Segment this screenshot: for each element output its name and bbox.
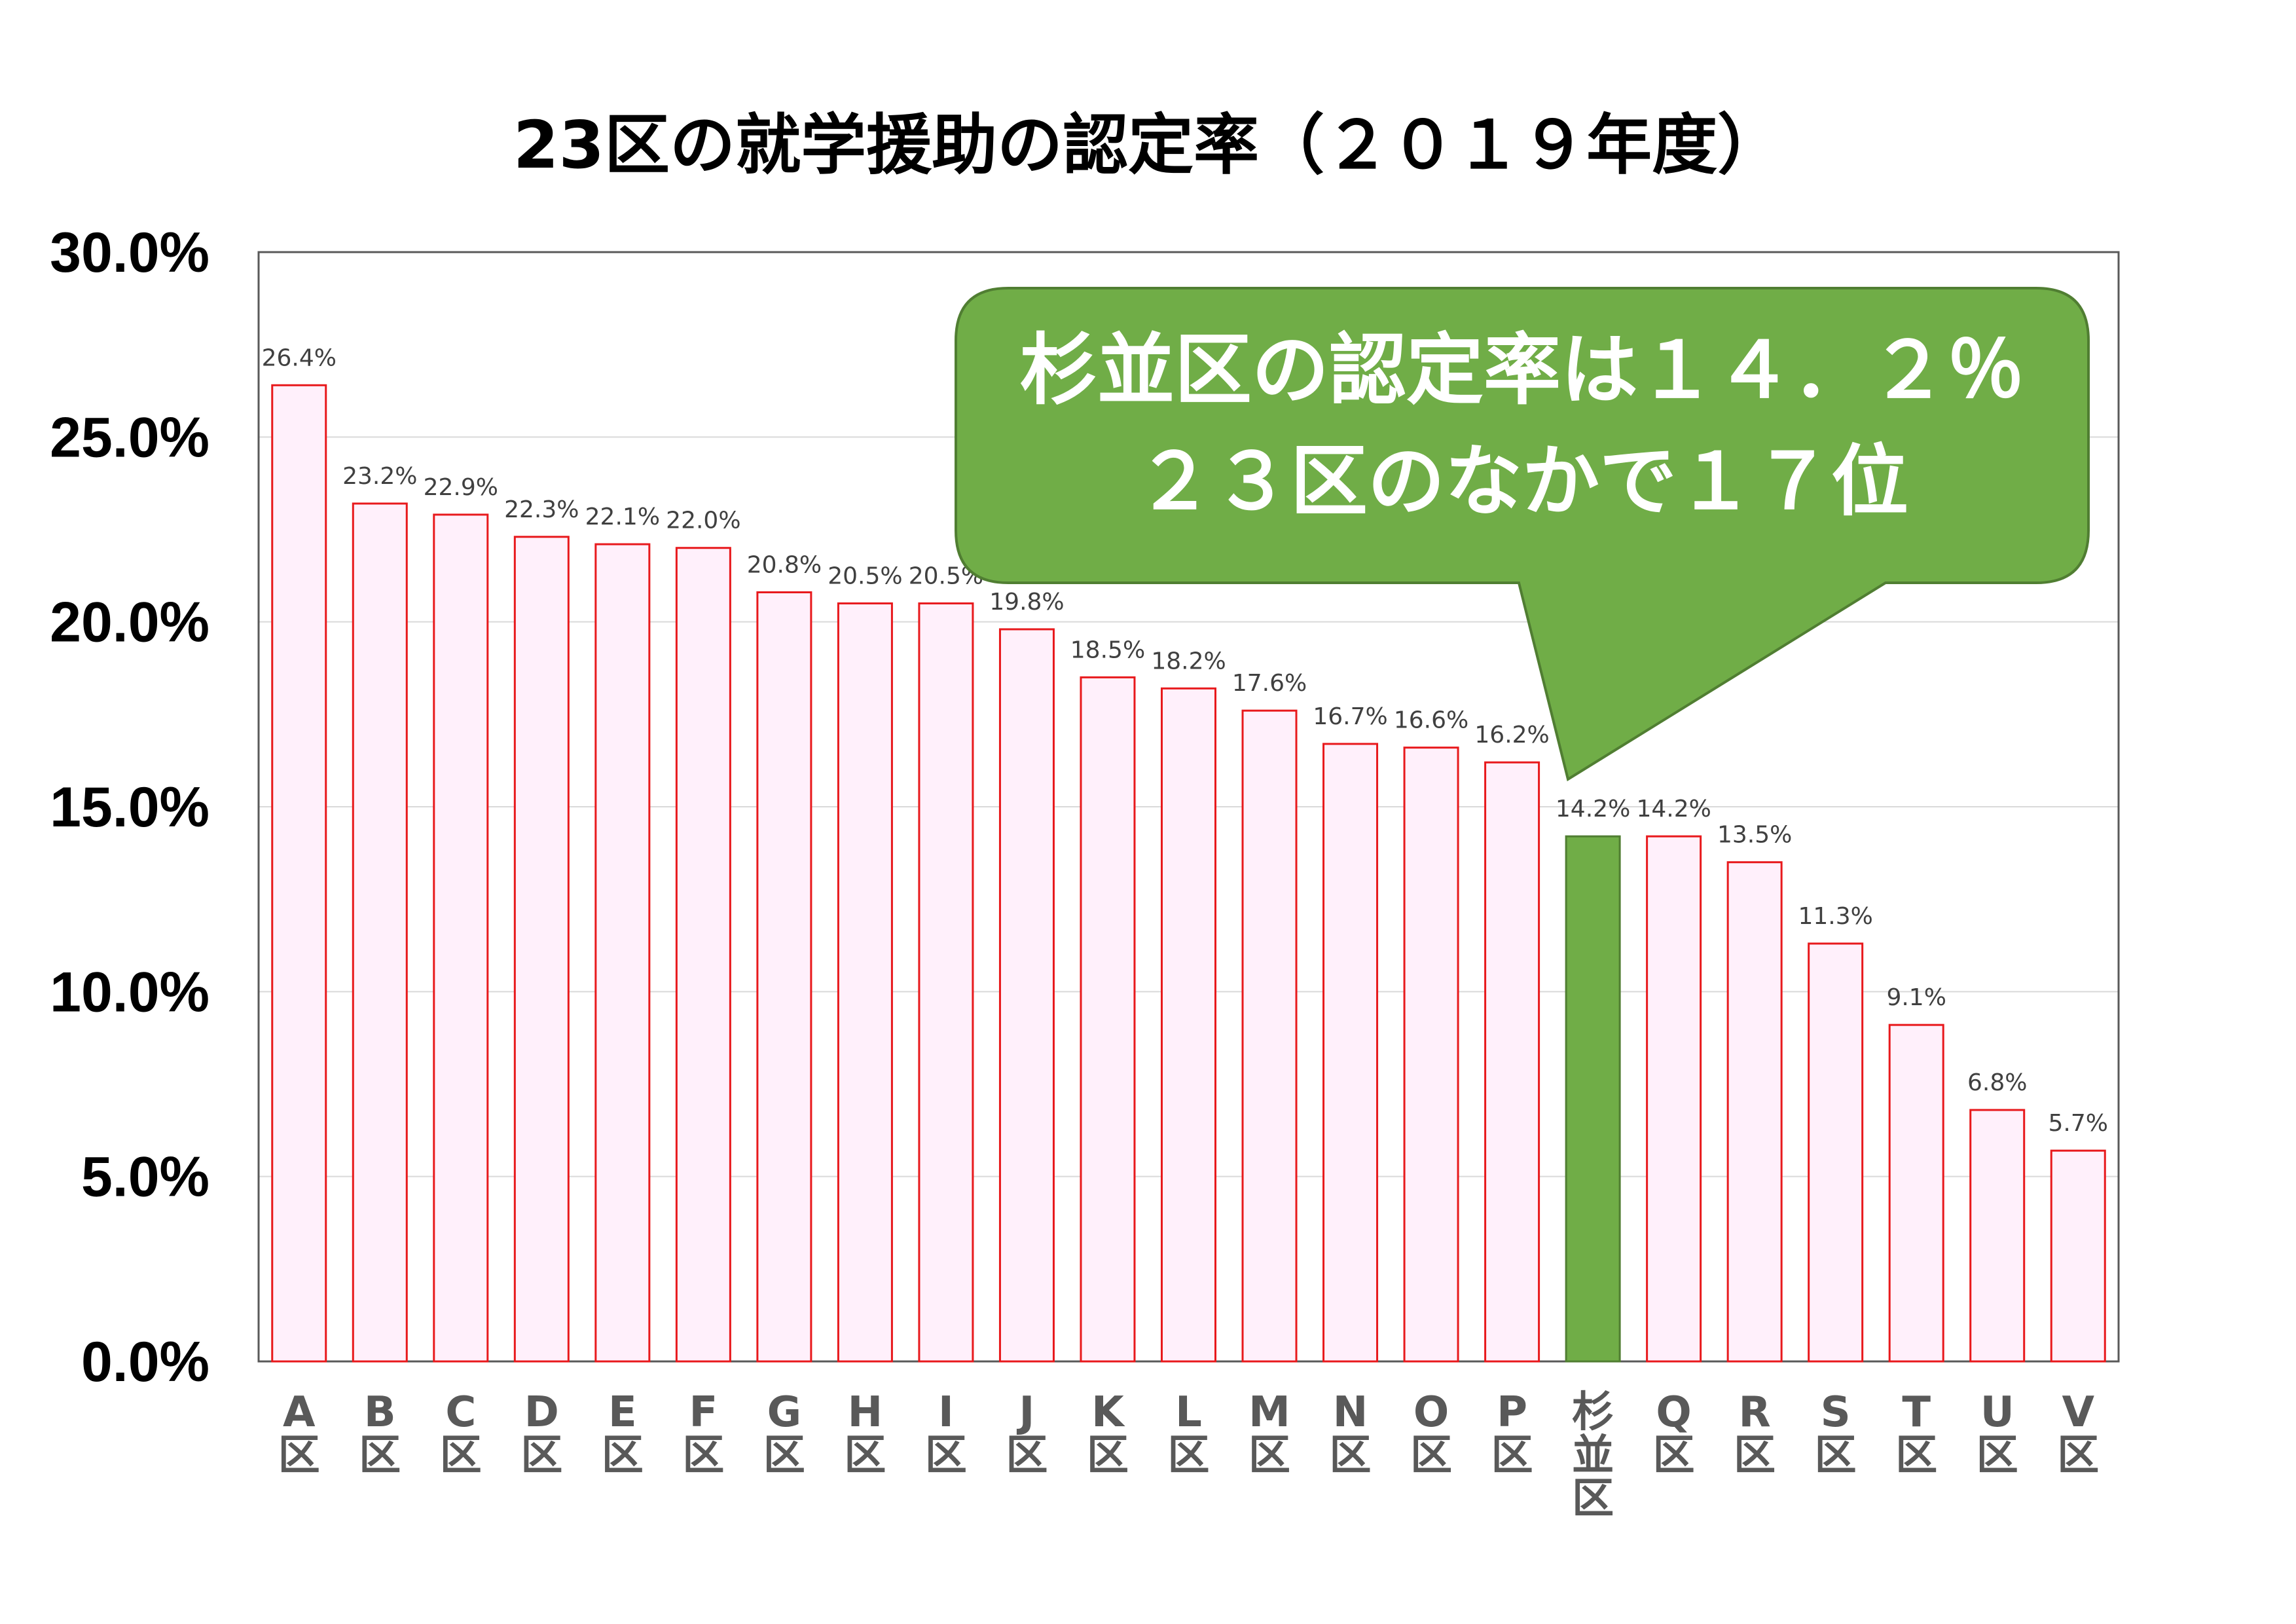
callout-bubble (955, 287, 2090, 782)
x-tick-label: 杉並区 (1572, 1388, 1614, 1523)
bar (2050, 1149, 2106, 1363)
bar (1403, 747, 1459, 1363)
bar (1969, 1109, 2026, 1363)
chart-title: 23区の就学援助の認定率（２０１９年度） (513, 107, 1783, 183)
data-label: 22.1% (585, 504, 660, 530)
data-label: 16.6% (1394, 707, 1468, 734)
bar (433, 513, 489, 1363)
data-label: 26.4% (262, 344, 337, 371)
y-tick-label: 30.0% (50, 221, 210, 284)
data-label: 18.5% (1070, 637, 1145, 663)
data-label: 9.1% (1886, 984, 1946, 1011)
data-label: 20.8% (747, 551, 822, 578)
data-label: 23.2% (342, 463, 417, 490)
data-label: 18.2% (1151, 648, 1226, 674)
data-label: 20.5% (828, 563, 902, 589)
y-tick-label: 0.0% (81, 1331, 210, 1393)
bar (1726, 861, 1783, 1363)
callout-line-1: 杉並区の認定率は１４．２％ (1019, 325, 2024, 415)
bar (1565, 835, 1621, 1363)
bar (1484, 761, 1540, 1363)
bar (1241, 709, 1298, 1363)
data-label: 13.5% (1717, 822, 1792, 849)
data-label: 22.9% (424, 474, 498, 501)
bar (837, 602, 893, 1363)
data-label: 14.2% (1556, 796, 1630, 822)
bar (594, 543, 651, 1363)
data-label: 22.0% (666, 507, 740, 534)
bar (1888, 1024, 1944, 1363)
bar (998, 628, 1055, 1363)
y-tick-label: 5.0% (81, 1146, 210, 1209)
callout-text: 杉並区の認定率は１４．２％ ２３区のなかで１７位 (956, 314, 2088, 537)
bar (1646, 835, 1702, 1363)
data-label: 16.2% (1474, 722, 1549, 748)
data-label: 22.3% (504, 496, 579, 523)
bar (675, 547, 731, 1363)
bar (352, 502, 408, 1363)
bar (271, 384, 327, 1363)
data-label: 17.6% (1232, 670, 1307, 697)
data-label: 19.8% (989, 589, 1064, 616)
y-tick-label: 25.0% (50, 406, 210, 469)
data-label: 5.7% (2049, 1110, 2108, 1137)
bar (1080, 676, 1136, 1363)
bar (1322, 743, 1379, 1363)
bar (1808, 942, 1864, 1363)
y-tick-label: 10.0% (50, 961, 210, 1024)
data-label: 16.7% (1313, 703, 1387, 730)
callout-line-2: ２３区のなかで１７位 (1135, 436, 1908, 526)
data-label: 14.2% (1636, 796, 1711, 822)
bar (1161, 687, 1216, 1363)
bar (513, 536, 570, 1363)
bar (756, 591, 812, 1363)
data-label: 11.3% (1798, 903, 1872, 930)
bar (918, 602, 974, 1363)
y-tick-label: 20.0% (50, 591, 210, 654)
y-tick-label: 15.0% (50, 776, 210, 839)
data-label: 6.8% (1967, 1069, 2027, 1096)
